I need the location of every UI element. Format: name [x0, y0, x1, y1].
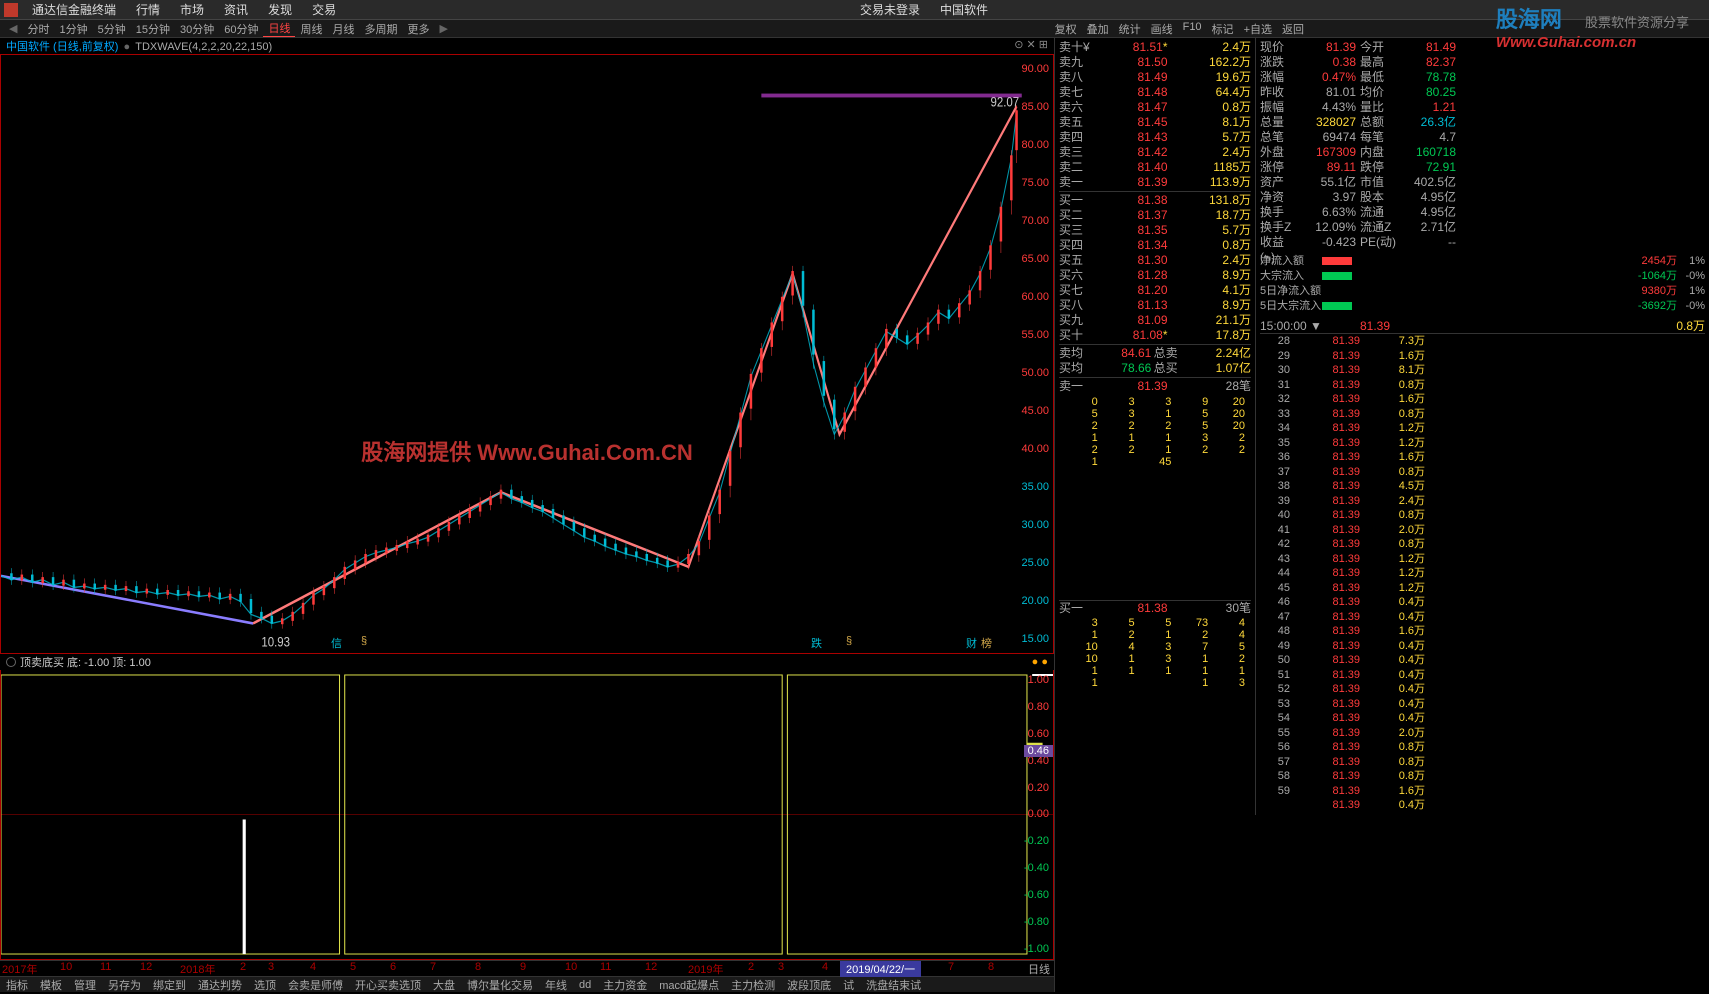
app-icon: [4, 3, 18, 17]
btab-模板[interactable]: 模板: [34, 977, 68, 993]
tf-周线[interactable]: 周线: [295, 21, 327, 37]
btab-试[interactable]: 试: [837, 977, 860, 993]
tool-标记[interactable]: 标记: [1207, 21, 1239, 37]
menu-交易[interactable]: 交易: [302, 1, 346, 18]
btab-主力检测[interactable]: 主力检测: [725, 977, 781, 993]
btab-指标[interactable]: 指标: [0, 977, 34, 993]
tool-画线[interactable]: 画线: [1146, 21, 1178, 37]
order-book[interactable]: 卖十¥81.51*2.4万卖九81.50162.2万卖八81.4919.6万卖七…: [1055, 38, 1255, 693]
main-chart[interactable]: 92.07 10.93 90.0085.0080.0075.0070.0065.…: [0, 54, 1054, 654]
btab-选顶[interactable]: 选顶: [248, 977, 282, 993]
tf-分时[interactable]: 分时: [22, 21, 54, 37]
btab-macd起爆点[interactable]: macd起爆点: [653, 977, 725, 993]
watermark-top: 股海网 股票软件资源分享 Www.Guhai.com.cn: [1486, 2, 1699, 51]
menubar: 通达信金融终端 行情市场资讯发现交易 交易未登录 中国软件 股海网 股票软件资源…: [0, 0, 1709, 20]
tool-叠加[interactable]: 叠加: [1082, 21, 1114, 37]
tool-复权[interactable]: 复权: [1050, 21, 1082, 37]
tool-+自选[interactable]: +自选: [1239, 21, 1277, 37]
tool-F10[interactable]: F10: [1178, 21, 1207, 37]
btab-主力资金[interactable]: 主力资金: [597, 977, 653, 993]
btab-波段顶底[interactable]: 波段顶底: [781, 977, 837, 993]
btab-绑定到[interactable]: 绑定到: [147, 977, 192, 993]
bottom-tabs: 指标模板管理另存为绑定到通达判势选顶会卖是师傅开心买卖选顶大盘博尔量化交易年线d…: [0, 976, 1054, 992]
app-title: 通达信金融终端: [22, 1, 126, 18]
login-status[interactable]: 交易未登录: [850, 1, 930, 18]
tf-更多[interactable]: 更多: [402, 21, 434, 37]
time-axis: 2017年1011122018年234567891011122019年23420…: [0, 960, 1054, 976]
tool-统计[interactable]: 统计: [1114, 21, 1146, 37]
sub-chart[interactable]: 1.000.800.600.400.200.00-0.20-0.40-0.60-…: [0, 670, 1054, 960]
tf-1分钟[interactable]: 1分钟: [54, 21, 92, 37]
right-panel: 卖十¥81.51*2.4万卖九81.50162.2万卖八81.4919.6万卖七…: [1054, 38, 1709, 992]
btab-大盘[interactable]: 大盘: [427, 977, 461, 993]
btab-洗盘结束试[interactable]: 洗盘结束试: [860, 977, 927, 993]
time-sales[interactable]: 15:00:00 ▼81.390.8万2881.397.3万2981.391.6…: [1256, 316, 1709, 815]
btab-另存为[interactable]: 另存为: [102, 977, 147, 993]
money-flow: 净流入额2454万1%大宗流入-1064万-0%5日净流入额9380万1%5日大…: [1256, 252, 1709, 316]
tf-月线[interactable]: 月线: [327, 21, 359, 37]
tool-返回[interactable]: 返回: [1277, 21, 1309, 37]
tf-15分钟[interactable]: 15分钟: [131, 21, 175, 37]
btab-博尔量化交易[interactable]: 博尔量化交易: [461, 977, 539, 993]
top-stock-name[interactable]: 中国软件: [930, 1, 998, 18]
tf-30分钟[interactable]: 30分钟: [175, 21, 219, 37]
tf-日线[interactable]: 日线: [263, 20, 295, 37]
menu-市场[interactable]: 市场: [170, 1, 214, 18]
btab-会卖是师傅[interactable]: 会卖是师傅: [282, 977, 349, 993]
btab-管理[interactable]: 管理: [68, 977, 102, 993]
tf-多周期[interactable]: 多周期: [359, 21, 402, 37]
tf-5分钟[interactable]: 5分钟: [93, 21, 131, 37]
sub-value-label: 0.46: [1024, 745, 1053, 757]
quote-grid: 现价81.39今开81.49涨跌0.38最高82.37涨幅0.47%最低78.7…: [1256, 38, 1709, 252]
toolbar: ◀ 分时1分钟5分钟15分钟30分钟60分钟日线周线月线多周期更多 ▶ 复权叠加…: [0, 20, 1709, 38]
menu-发现[interactable]: 发现: [258, 1, 302, 18]
sub-chart-title: 顶卖底买 底: -1.00 顶: 1.00 ● ●: [0, 654, 1054, 670]
chart-title: 中国软件 (日线,前复权) ● TDXWAVE(4,2,2,20,22,150)…: [0, 38, 1054, 54]
btab-开心买卖选顶[interactable]: 开心买卖选顶: [349, 977, 427, 993]
menu-资讯[interactable]: 资讯: [214, 1, 258, 18]
btab-dd[interactable]: dd: [573, 979, 597, 991]
low-label: 10.93: [261, 633, 290, 649]
menu-行情[interactable]: 行情: [126, 1, 170, 18]
chart-area: 中国软件 (日线,前复权) ● TDXWAVE(4,2,2,20,22,150)…: [0, 38, 1054, 992]
btab-年线[interactable]: 年线: [539, 977, 573, 993]
tf-60分钟[interactable]: 60分钟: [219, 21, 263, 37]
btab-通达判势[interactable]: 通达判势: [192, 977, 248, 993]
